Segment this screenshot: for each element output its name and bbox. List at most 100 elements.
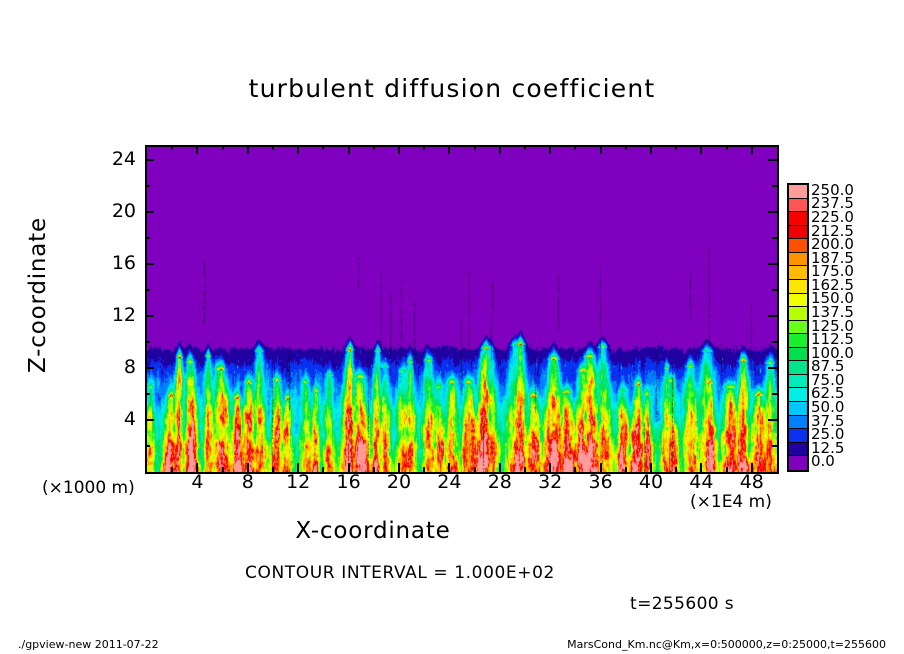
turbulence-field-heatmap xyxy=(147,147,777,472)
colorbar-cell xyxy=(789,347,807,362)
x-tick-major-top xyxy=(348,145,350,154)
x-tick-major-top xyxy=(297,145,299,154)
y-tick-major-right xyxy=(768,419,777,421)
colorbar-tick-label: 137.5 xyxy=(811,302,854,321)
x-tick-minor xyxy=(524,467,526,472)
colorbar[interactable] xyxy=(787,183,809,472)
colorbar-tick-label: 125.0 xyxy=(811,316,854,335)
colorbar-tick-label: 12.5 xyxy=(811,438,845,457)
colorbar-cell xyxy=(789,225,807,240)
colorbar-cell xyxy=(789,212,807,226)
x-tick-major xyxy=(448,463,450,472)
x-tick-label: 36 xyxy=(588,471,613,493)
contour-interval-note: CONTOUR INTERVAL = 1.000E+02 xyxy=(245,563,555,583)
colorbar-tick-label: 200.0 xyxy=(811,235,854,254)
x-tick-major-top xyxy=(700,145,702,154)
y-tick-minor xyxy=(145,289,150,291)
colorbar-tick-label: 37.5 xyxy=(811,411,845,430)
x-tick-minor xyxy=(222,467,224,472)
colorbar-cell xyxy=(789,198,807,213)
x-tick-major xyxy=(700,463,702,472)
x-tick-minor-top xyxy=(322,145,324,150)
colorbar-tick-label: 62.5 xyxy=(811,384,845,403)
colorbar-tick-label: 250.0 xyxy=(811,180,854,199)
x-tick-minor xyxy=(726,467,728,472)
y-tick-label-text: 4 xyxy=(123,408,136,430)
colorbar-tick-label: 87.5 xyxy=(811,357,845,376)
x-tick-minor-top xyxy=(574,145,576,150)
colorbar-tick-label: 150.0 xyxy=(811,289,854,308)
y-tick-major-right xyxy=(768,367,777,369)
y-tick-minor xyxy=(145,341,150,343)
x-tick-minor xyxy=(625,467,627,472)
y-tick-minor-right xyxy=(772,341,777,343)
y-tick-major-right xyxy=(768,159,777,161)
x-tick-label: 16 xyxy=(336,471,361,493)
y-tick-label-text: 12 xyxy=(111,304,136,326)
x-tick-minor-top xyxy=(373,145,375,150)
y-tick-major xyxy=(145,315,154,317)
x-tick-minor xyxy=(675,467,677,472)
x-tick-major xyxy=(196,463,198,472)
colorbar-cell xyxy=(789,361,807,375)
x-axis-unit-label: (×1E4 m) xyxy=(690,492,772,512)
colorbar-cell xyxy=(789,185,807,199)
x-tick-major-top xyxy=(448,145,450,154)
y-tick-label-text: 20 xyxy=(111,200,136,222)
plot-area[interactable] xyxy=(145,145,779,474)
x-tick-major xyxy=(499,463,501,472)
y-tick-minor-right xyxy=(772,237,777,239)
x-tick-major xyxy=(398,463,400,472)
x-tick-minor-top xyxy=(171,145,173,150)
colorbar-tick-labels: 250.0 237.5 225.0 212.5 200.0 187.5 175.0 162.5… xyxy=(811,180,883,468)
page-title: turbulent diffusion coefficient xyxy=(248,74,656,103)
x-axis-title: X-coordinate xyxy=(295,518,451,544)
x-tick-major xyxy=(751,463,753,472)
y-tick-label-text: 8 xyxy=(123,356,136,378)
x-tick-major-top xyxy=(247,145,249,154)
x-tick-minor-top xyxy=(726,145,728,150)
colorbar-cell xyxy=(789,307,807,321)
colorbar-tick-label: 187.5 xyxy=(811,248,854,267)
colorbar-cell xyxy=(789,279,807,294)
x-tick-label: 48 xyxy=(739,471,764,493)
colorbar-cell xyxy=(789,388,807,402)
x-tick-minor-top xyxy=(474,145,476,150)
x-tick-minor xyxy=(171,467,173,472)
x-tick-major xyxy=(247,463,249,472)
x-tick-minor-top xyxy=(272,145,274,150)
y-tick-minor xyxy=(145,237,150,239)
colorbar-cell xyxy=(789,320,807,335)
colorbar-tick-label: 225.0 xyxy=(811,207,854,226)
y-tick-minor xyxy=(145,445,150,447)
colorbar-cell xyxy=(789,415,807,430)
x-tick-major-top xyxy=(499,145,501,154)
x-tick-major-top xyxy=(600,145,602,154)
x-tick-minor-top xyxy=(675,145,677,150)
y-tick-minor-right xyxy=(772,393,777,395)
x-tick-major-top xyxy=(751,145,753,154)
y-tick-minor xyxy=(145,393,150,395)
x-tick-label: 32 xyxy=(538,471,563,493)
x-tick-major-top xyxy=(549,145,551,154)
x-tick-label: 24 xyxy=(437,471,462,493)
colorbar-cell xyxy=(789,293,807,308)
x-tick-minor xyxy=(272,467,274,472)
x-tick-minor-top xyxy=(222,145,224,150)
y-tick-minor-right xyxy=(772,445,777,447)
x-tick-minor xyxy=(373,467,375,472)
y-tick-minor-right xyxy=(772,185,777,187)
colorbar-tick-label: 162.5 xyxy=(811,275,854,294)
x-tick-major xyxy=(600,463,602,472)
x-tick-minor xyxy=(423,467,425,472)
y-tick-minor-right xyxy=(772,289,777,291)
colorbar-tick-label: 212.5 xyxy=(811,221,854,240)
x-tick-major-top xyxy=(650,145,652,154)
x-tick-label: 4 xyxy=(191,471,204,493)
colorbar-cell xyxy=(789,442,807,457)
y-tick-minor xyxy=(145,185,150,187)
y-tick-major-right xyxy=(768,315,777,317)
x-tick-minor-top xyxy=(423,145,425,150)
colorbar-tick-label: 100.0 xyxy=(811,343,854,362)
